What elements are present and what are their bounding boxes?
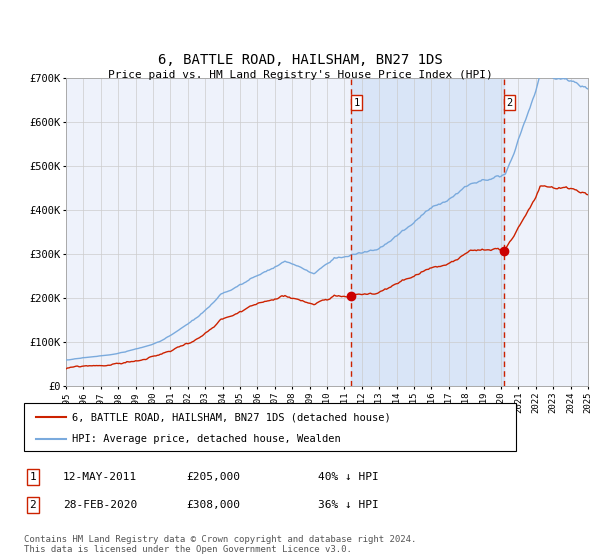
- Bar: [350, 78, 504, 386]
- Text: 1: 1: [29, 472, 37, 482]
- Text: 28-FEB-2020: 28-FEB-2020: [63, 500, 137, 510]
- Text: Price paid vs. HM Land Registry's House Price Index (HPI): Price paid vs. HM Land Registry's House …: [107, 70, 493, 80]
- Text: 40% ↓ HPI: 40% ↓ HPI: [318, 472, 379, 482]
- Text: 1: 1: [353, 97, 359, 108]
- Text: £308,000: £308,000: [186, 500, 240, 510]
- Text: 36% ↓ HPI: 36% ↓ HPI: [318, 500, 379, 510]
- Text: HPI: Average price, detached house, Wealden: HPI: Average price, detached house, Weal…: [72, 434, 341, 444]
- Text: 6, BATTLE ROAD, HAILSHAM, BN27 1DS: 6, BATTLE ROAD, HAILSHAM, BN27 1DS: [158, 53, 442, 67]
- Text: 12-MAY-2011: 12-MAY-2011: [63, 472, 137, 482]
- Text: Contains HM Land Registry data © Crown copyright and database right 2024.
This d: Contains HM Land Registry data © Crown c…: [24, 535, 416, 554]
- Text: £205,000: £205,000: [186, 472, 240, 482]
- Text: 2: 2: [506, 97, 512, 108]
- Text: 2: 2: [29, 500, 37, 510]
- Text: 6, BATTLE ROAD, HAILSHAM, BN27 1DS (detached house): 6, BATTLE ROAD, HAILSHAM, BN27 1DS (deta…: [72, 413, 391, 422]
